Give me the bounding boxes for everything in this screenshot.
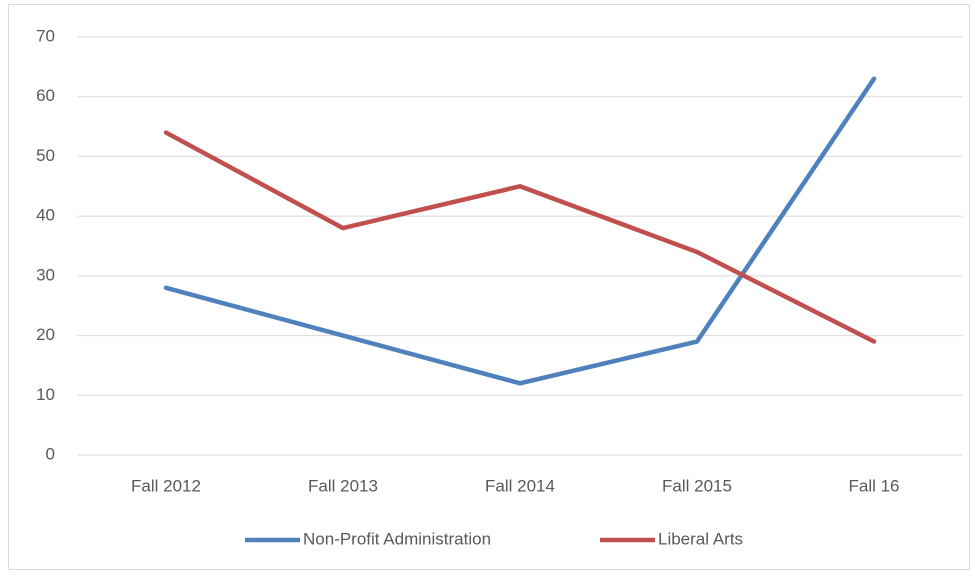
y-tick-label: 10 [36,385,55,404]
y-tick-label: 70 [36,26,55,45]
series-line [163,76,877,386]
x-tick-label: Fall 2013 [308,476,378,495]
y-tick-label: 20 [36,325,55,344]
x-tick-label: Fall 16 [848,476,899,495]
x-tick-label: Fall 2015 [662,476,732,495]
y-tick-label: 50 [36,146,55,165]
y-tick-label: 0 [46,444,55,463]
x-tick-label: Fall 2012 [131,476,201,495]
legend-label: Non-Profit Administration [303,529,491,548]
y-tick-label: 60 [36,86,55,105]
y-tick-label: 40 [36,206,55,225]
legend-label: Liberal Arts [658,529,743,548]
series-line [163,130,877,344]
x-tick-label: Fall 2014 [485,476,555,495]
y-tick-label: 30 [36,265,55,284]
